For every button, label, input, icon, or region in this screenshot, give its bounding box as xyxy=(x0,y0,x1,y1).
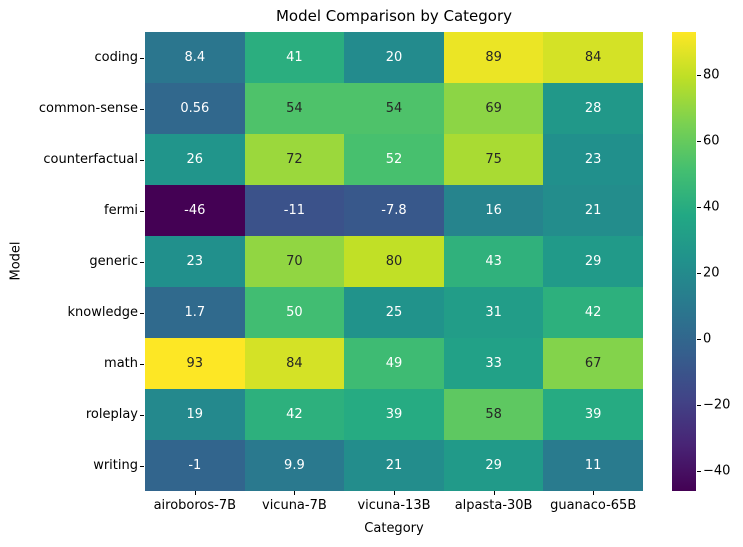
heatmap-cell: 52 xyxy=(344,134,444,185)
heatmap-cell: 0.56 xyxy=(145,83,245,134)
chart-title: Model Comparison by Category xyxy=(275,7,513,25)
y-tick-mark xyxy=(140,364,144,365)
colorbar-tick-mark xyxy=(697,471,701,472)
x-tick-label: vicuna-13B xyxy=(357,498,431,513)
y-tick-mark xyxy=(140,58,144,59)
heatmap-cell: 89 xyxy=(443,32,544,83)
y-tick-label: coding xyxy=(94,50,138,65)
heatmap-cell: 8.4 xyxy=(145,32,245,83)
heatmap-cell: 69 xyxy=(443,83,544,134)
heatmap-cell: 21 xyxy=(344,440,444,491)
x-tick-mark xyxy=(294,491,295,495)
heatmap-grid: 8.4 41 20 89 84 0.56 54 54 69 28 26 72 52 75 23 -46 -11-… xyxy=(145,32,643,491)
heatmap-cell: 28 xyxy=(543,83,643,134)
heatmap-cell: 39 xyxy=(344,389,444,440)
y-tick-label: math xyxy=(104,356,138,371)
heatmap-cell: 20 xyxy=(344,32,444,83)
y-tick-label: knowledge xyxy=(67,305,138,320)
y-tick-label: common-sense xyxy=(38,101,138,116)
y-tick-label: fermi xyxy=(104,203,138,218)
colorbar-tick-mark xyxy=(697,75,701,76)
colorbar-tick-label: 20 xyxy=(703,265,720,281)
heatmap-cell: -11 xyxy=(244,185,345,236)
heatmap-cell: 21 xyxy=(543,185,643,236)
heatmap-cell: 23 xyxy=(543,134,643,185)
heatmap-cell: 93 xyxy=(145,338,245,389)
colorbar-tick-label: 80 xyxy=(703,67,720,83)
heatmap-cell: 31 xyxy=(443,287,544,338)
x-tick-label: guanaco-65B xyxy=(550,498,637,513)
heatmap-cell: 54 xyxy=(244,83,345,134)
y-tick-label: counterfactual xyxy=(43,152,138,167)
heatmap-cell: 67 xyxy=(543,338,643,389)
heatmap-cell: 42 xyxy=(244,389,345,440)
heatmap-cell: 84 xyxy=(244,338,345,389)
heatmap-cell: 43 xyxy=(443,236,544,287)
heatmap-cell: 16 xyxy=(443,185,544,236)
heatmap-cell: 33 xyxy=(443,338,544,389)
heatmap-cell: 1.7 xyxy=(145,287,245,338)
y-tick-label: generic xyxy=(89,254,138,269)
colorbar-tick-mark xyxy=(697,141,701,142)
x-axis-label: Category xyxy=(364,521,424,536)
x-tick-label: airoboros-7B xyxy=(153,498,237,513)
colorbar-tick-label: −20 xyxy=(703,397,731,413)
colorbar-tick-mark xyxy=(697,207,701,208)
x-tick-mark xyxy=(195,491,196,495)
colorbar-tick-label: 40 xyxy=(703,199,720,215)
heatmap-cell: 26 xyxy=(145,134,245,185)
colorbar-tick-label: 60 xyxy=(703,133,720,149)
colorbar-tick-label: −40 xyxy=(703,463,731,479)
x-tick-mark xyxy=(394,491,395,495)
heatmap-cell: 39 xyxy=(543,389,643,440)
colorbar-tick-mark xyxy=(697,339,701,340)
y-tick-mark xyxy=(140,262,144,263)
heatmap-cell: 19 xyxy=(145,389,245,440)
colorbar-tick-mark xyxy=(697,273,701,274)
colorbar-tick-label: 0 xyxy=(703,331,712,347)
x-tick-label: alpasta-30B xyxy=(454,498,533,513)
y-tick-label: roleplay xyxy=(85,407,138,422)
y-tick-mark xyxy=(140,466,144,467)
heatmap-cell: 49 xyxy=(344,338,444,389)
x-tick-label: vicuna-7B xyxy=(262,498,327,513)
heatmap-cell: 29 xyxy=(443,440,544,491)
x-tick-labels: airoboros-7B vicuna-7B vicuna-13B alpasta-3… xyxy=(145,498,643,514)
heatmap-cell: 42 xyxy=(543,287,643,338)
y-tick-mark xyxy=(140,160,144,161)
heatmap-cell: 54 xyxy=(344,83,444,134)
y-tick-mark xyxy=(140,109,144,110)
heatmap-cell: -7.8 xyxy=(344,185,444,236)
x-tick-mark xyxy=(593,491,594,495)
y-tick-label: writing xyxy=(93,458,138,473)
heatmap-cell: 50 xyxy=(244,287,345,338)
heatmap-cell: 9.9 xyxy=(244,440,345,491)
heatmap-cell: 75 xyxy=(443,134,544,185)
heatmap-cell: -46 xyxy=(145,185,245,236)
y-tick-mark xyxy=(140,211,144,212)
y-tick-mark xyxy=(140,313,144,314)
heatmap-cell: 84 xyxy=(543,32,643,83)
heatmap-cell: 25 xyxy=(344,287,444,338)
y-tick-labels: coding common-sense counterfactual fermi gen… xyxy=(0,32,138,491)
heatmap-cell: 41 xyxy=(244,32,345,83)
heatmap-cell: 70 xyxy=(244,236,345,287)
heatmap-cell: -1 xyxy=(145,440,245,491)
colorbar-tick-mark xyxy=(697,405,701,406)
y-tick-mark xyxy=(140,415,144,416)
heatmap-cell: 29 xyxy=(543,236,643,287)
heatmap-cell: 72 xyxy=(244,134,345,185)
colorbar xyxy=(672,32,696,491)
heatmap-cell: 23 xyxy=(145,236,245,287)
heatmap-cell: 80 xyxy=(344,236,444,287)
x-tick-mark xyxy=(494,491,495,495)
heatmap-cell: 11 xyxy=(543,440,643,491)
heatmap-cell: 58 xyxy=(443,389,544,440)
